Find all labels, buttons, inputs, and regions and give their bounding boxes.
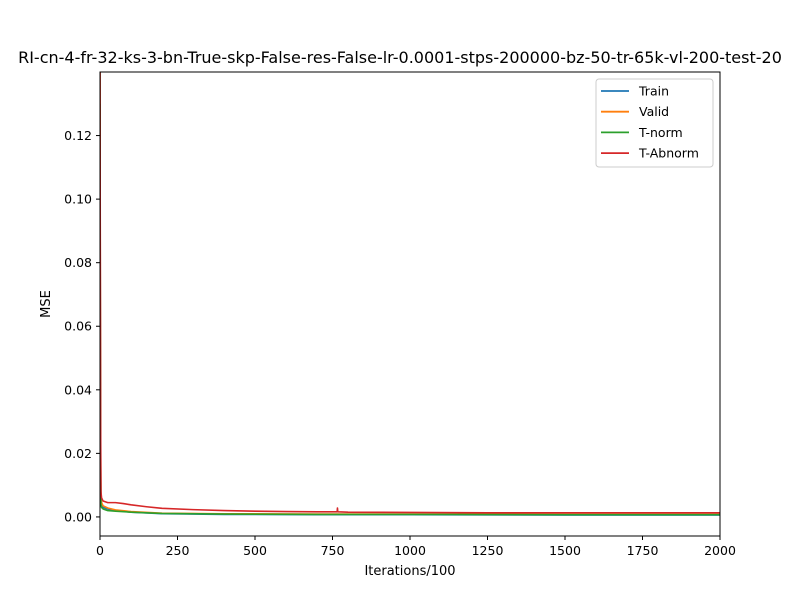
axis-ticks: 0 250 500 750 1000 1250 1500 1750 2000 0.00 0.02 0.… [64,128,736,558]
x-tick-label: 2000 [704,543,736,558]
series-line-t-abnorm [100,72,720,514]
legend-box [595,78,714,168]
x-tick-label: 1500 [549,543,581,558]
y-tick-label: 0.06 [64,319,92,334]
y-tick-label: 0.02 [64,446,92,461]
y-tick-label: 0.12 [64,128,92,143]
x-tick-label: 750 [321,543,345,558]
x-tick-label: 1750 [627,543,659,558]
legend-label-valid: Valid [639,104,669,119]
x-tick-label: 500 [243,543,267,558]
x-axis-label: Iterations/100 [364,564,455,579]
legend-label-train: Train [638,84,669,99]
x-tick-label: 250 [166,543,190,558]
x-tick-label: 0 [96,543,104,558]
y-tick-label: 0.08 [64,255,92,270]
y-axis-label: MSE [39,290,54,318]
legend-label-t-abnorm: T-Abnorm [638,146,699,161]
chart-title: RI-cn-4-fr-32-ks-3-bn-True-skp-False-res… [18,48,782,67]
y-tick-label: 0.10 [64,192,92,207]
x-tick-label: 1250 [472,543,504,558]
plot-frame [99,71,721,537]
y-tick-label: 0.04 [64,382,92,397]
series-lines [100,72,720,516]
legend-label-t-norm: T-norm [638,125,683,140]
x-tick-label: 1000 [394,543,426,558]
legend: Train Valid T-norm T-Abnorm [595,78,714,168]
y-tick-label: 0.00 [64,509,92,524]
